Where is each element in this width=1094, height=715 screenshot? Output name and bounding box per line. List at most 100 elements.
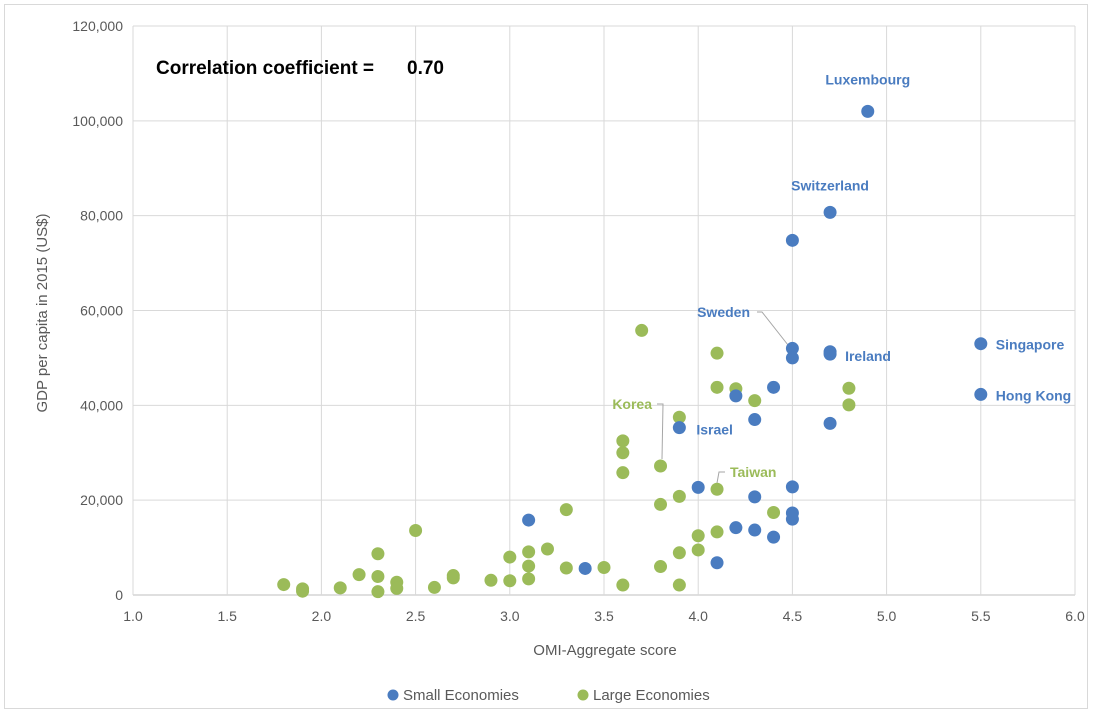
point-label-taiwan: Taiwan — [730, 464, 776, 480]
legend-label-small: Small Economies — [403, 687, 519, 704]
x-tick-label: 5.5 — [971, 608, 991, 624]
large-economy-point — [710, 380, 724, 394]
small-economy-point — [729, 521, 743, 535]
y-tick-label: 60,000 — [80, 303, 123, 319]
legend: Small Economies Large Economies — [387, 687, 710, 704]
small-economy-point — [785, 351, 799, 365]
large-economy-point — [371, 547, 385, 561]
small-economy-point — [522, 513, 536, 527]
large-economy-point — [748, 394, 762, 408]
point-label-luxembourg: Luxembourg — [825, 71, 910, 87]
legend-marker-small — [387, 689, 399, 701]
y-axis-ticks: 0 20,000 40,000 60,000 80,000 100,000 120,000 — [72, 18, 123, 603]
large-economy-point — [710, 482, 724, 496]
small-economy-point — [748, 523, 762, 537]
y-tick-label: 20,000 — [80, 492, 123, 508]
large-economy-point — [691, 529, 705, 543]
large-economy-point — [484, 573, 498, 587]
large-economy-point — [296, 584, 310, 598]
large-economy-point — [540, 542, 554, 556]
large-economy-point — [352, 568, 366, 582]
legend-marker-large — [577, 689, 589, 701]
point-labels: Korea Taiwan Luxembourg Switzerland Sweden Ir… — [612, 71, 1071, 480]
y-tick-label: 120,000 — [72, 18, 123, 34]
point-label-hong-kong: Hong Kong — [996, 387, 1071, 403]
chart-frame: 0 20,000 40,000 60,000 80,000 100,000 120,000 … — [4, 4, 1088, 709]
large-economy-point — [672, 578, 686, 592]
large-economy-point — [654, 459, 668, 473]
large-economy-point — [446, 571, 460, 585]
small-economy-point — [861, 104, 875, 118]
legend-label-large: Large Economies — [593, 687, 710, 704]
large-economy-point — [277, 578, 291, 592]
y-tick-label: 80,000 — [80, 208, 123, 224]
large-economy-point — [672, 546, 686, 560]
x-tick-label: 3.5 — [594, 608, 614, 624]
large-economy-point — [635, 323, 649, 337]
data-points — [277, 104, 988, 599]
correlation-label: Correlation coefficient = — [156, 58, 374, 79]
small-economy-point — [767, 530, 781, 544]
large-economy-point — [672, 410, 686, 424]
large-economy-point — [616, 434, 630, 448]
large-economy-point — [522, 559, 536, 573]
small-economy-point — [974, 387, 988, 401]
point-label-switzerland: Switzerland — [791, 177, 869, 193]
large-economy-point — [654, 560, 668, 574]
x-tick-label: 2.0 — [312, 608, 332, 624]
large-economy-point — [333, 581, 347, 595]
small-economy-point — [974, 337, 988, 351]
scatter-chart: 020,00040,00060,00080,000100,000120,000 … — [34, 18, 1085, 704]
large-economy-point — [691, 543, 705, 557]
label-leader-lines — [657, 311, 789, 484]
large-economy-point — [427, 580, 441, 594]
leader-line — [657, 403, 664, 460]
small-economy-point — [710, 556, 724, 570]
large-economy-point — [842, 398, 856, 412]
large-economy-point — [559, 561, 573, 575]
gridlines — [132, 25, 1076, 596]
small-economy-point — [578, 561, 592, 575]
large-economy-point — [616, 446, 630, 460]
point-label-singapore: Singapore — [996, 337, 1065, 353]
small-economy-point — [748, 413, 762, 427]
small-economy-point — [823, 416, 837, 430]
large-economy-point — [672, 489, 686, 503]
point-label-ireland: Ireland — [845, 348, 891, 364]
small-economy-point — [823, 347, 837, 361]
large-economy-point — [559, 503, 573, 517]
large-economy-point — [616, 466, 630, 480]
x-tick-label: 1.0 — [123, 608, 143, 624]
large-economy-point — [503, 550, 517, 564]
x-tick-label: 1.5 — [217, 608, 237, 624]
point-label-israel: Israel — [696, 422, 733, 438]
large-economy-point — [767, 505, 781, 519]
x-axis-title: OMI-Aggregate score — [533, 642, 676, 659]
small-economy-point — [785, 512, 799, 526]
small-economy-point — [672, 421, 686, 435]
x-tick-label: 3.0 — [500, 608, 520, 624]
small-economy-point — [785, 233, 799, 247]
large-economy-point — [710, 525, 724, 539]
large-economy-point — [503, 574, 517, 588]
y-tick-label: 0 — [115, 587, 123, 603]
point-label-sweden: Sweden — [697, 304, 750, 320]
small-economy-point — [767, 380, 781, 394]
large-economy-point — [371, 570, 385, 584]
large-economy-point — [371, 585, 385, 599]
x-tick-label: 5.0 — [877, 608, 897, 624]
x-tick-label: 2.5 — [406, 608, 426, 624]
small-economy-point — [785, 341, 799, 355]
point-label-korea: Korea — [612, 396, 652, 412]
x-axis-ticks: 1.0 1.5 2.0 2.5 3.0 3.5 4.0 4.5 5.0 5.5 6.0 — [123, 608, 1085, 624]
large-economy-point — [654, 497, 668, 511]
leader-line — [716, 471, 725, 484]
small-economy-point — [691, 480, 705, 494]
correlation-value: 0.70 — [407, 58, 444, 79]
y-tick-label: 100,000 — [72, 113, 123, 129]
large-economy-point — [842, 381, 856, 395]
large-economy-point — [616, 578, 630, 592]
large-economy-point — [409, 524, 423, 538]
leader-line — [757, 311, 789, 346]
x-tick-label: 4.5 — [783, 608, 803, 624]
